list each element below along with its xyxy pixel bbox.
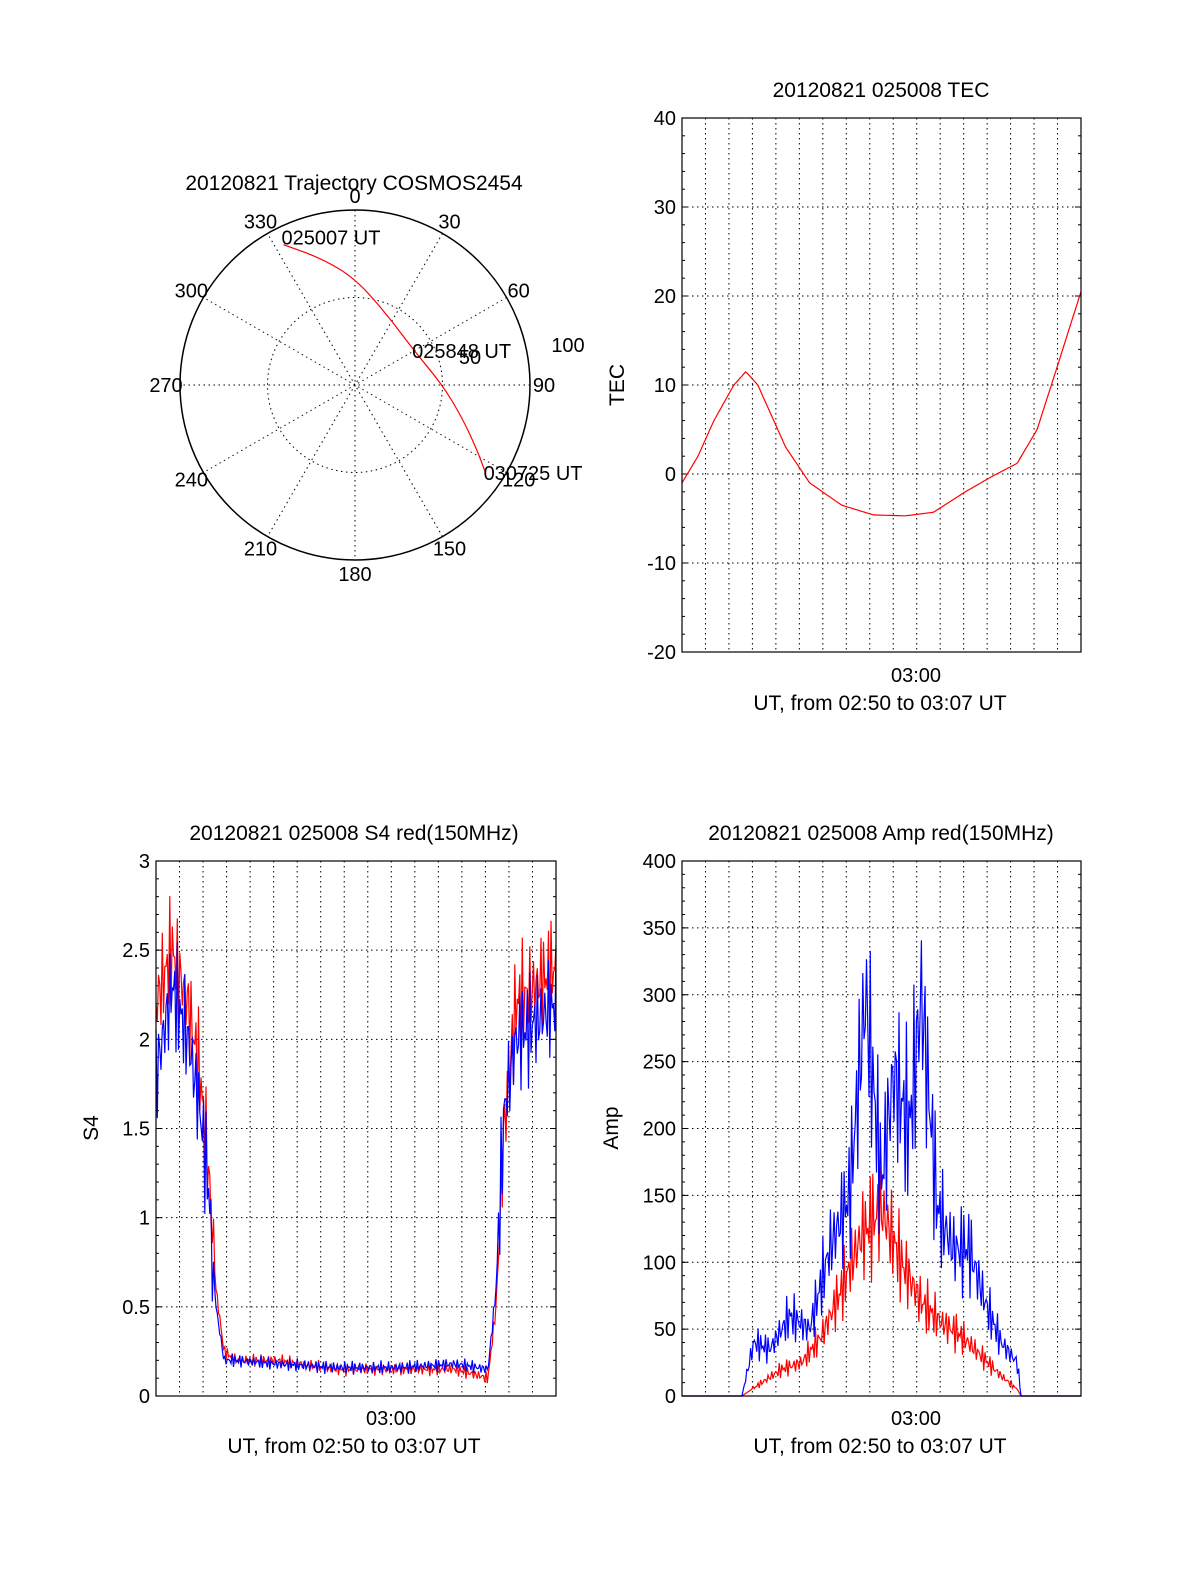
polar-azimuth-label: 90 [533,375,555,397]
polar-azimuth-label: 0 [349,186,360,208]
amp-ytick-label: 300 [643,985,676,1007]
amp-series-line [682,1167,1081,1397]
amp-chart: 20120821 025008 Amp red(150MHz) 0 50 100 15… [600,822,1082,1458]
polar-azimuth-label: 120 [502,470,535,492]
polar-azimuth-label: 270 [149,375,182,397]
s4-chart: 20120821 025008 S4 red(150MHz) 0 0.5 1 1.5 2… [80,822,557,1458]
tec-ytick-label: 10 [654,375,676,397]
s4-xlabel: UT, from 02:50 to 03:07 UT [227,1435,480,1458]
s4-ytick-label: 2.5 [122,940,150,962]
polar-azimuth-label: 330 [244,211,277,233]
s4-ytick-label: 1 [139,1208,150,1230]
amp-ytick-label: 50 [654,1319,676,1341]
polar-azimuth-label: 60 [508,281,530,303]
s4-series-line [155,895,557,1384]
s4-ytick-label: 3 [139,851,150,873]
tec-ytick-label: -20 [647,642,676,664]
s4-ytick-label: 1.5 [122,1119,150,1141]
amp-xlabel: UT, from 02:50 to 03:07 UT [753,1435,1006,1458]
tec-chart: 20120821 025008 TEC -20 -10 0 10 20 30 40 03:0… [606,79,1082,715]
tec-ytick-label: -10 [647,553,676,575]
amp-ytick-label: 350 [643,918,676,940]
s4-ytick-label: 0.5 [122,1297,150,1319]
amp-series-line [682,940,1081,1397]
trajectory-line [283,244,487,474]
amp-ytick-label: 0 [665,1386,676,1408]
tec-ytick-label: 20 [654,286,676,308]
polar-spoke [267,233,443,537]
polar-azimuth-label: 150 [433,539,466,561]
amp-xtick-label: 03:00 [891,1408,941,1430]
tec-ytick-label: 40 [654,108,676,130]
tec-series-line [681,291,1082,517]
polar-title: 20120821 Trajectory COSMOS2454 [185,172,523,195]
polar-azimuth-label: 300 [175,281,208,303]
amp-ylabel: Amp [600,1106,623,1149]
tec-xlabel: UT, from 02:50 to 03:07 UT [753,692,1006,715]
s4-xtick-label: 03:00 [366,1408,416,1430]
trajectory-time-label: 030725 UT [484,463,583,485]
polar-azimuth-label: 240 [175,470,208,492]
polar-azimuth-label: 210 [244,539,277,561]
polar-radius-label: 100 [551,335,584,357]
tec-xtick-label: 03:00 [891,665,941,687]
tec-ylabel: TEC [606,364,629,406]
amp-title: 20120821 025008 Amp red(150MHz) [708,822,1054,845]
s4-ylabel: S4 [80,1115,103,1141]
trajectory-time-label: 025007 UT [281,228,380,250]
polar-azimuth-label: 30 [438,211,460,233]
amp-ytick-label: 250 [643,1052,676,1074]
s4-title: 20120821 025008 S4 red(150MHz) [189,822,518,845]
s4-plot-frame [155,860,557,1397]
amp-ytick-label: 400 [643,851,676,873]
s4-ytick-label: 0 [139,1386,150,1408]
amp-ytick-label: 200 [643,1119,676,1141]
amp-ytick-label: 150 [643,1185,676,1207]
polar-radius-label: 50 [459,347,481,369]
tec-ytick-label: 30 [654,197,676,219]
amp-ytick-label: 100 [643,1252,676,1274]
tec-ytick-label: 0 [665,464,676,486]
amp-plot-frame [681,860,1082,1397]
polar-inner-circle [267,297,443,473]
s4-series-line [155,941,557,1375]
s4-ytick-label: 2 [139,1029,150,1051]
tec-plot-frame [681,117,1082,653]
polar-chart: 20120821 Trajectory COSMOS2454 0 30 60 90 12… [149,172,584,586]
polar-azimuth-label: 180 [338,564,371,586]
tec-title: 20120821 025008 TEC [773,79,990,102]
trajectory-time-label: 025848 UT [412,341,511,363]
